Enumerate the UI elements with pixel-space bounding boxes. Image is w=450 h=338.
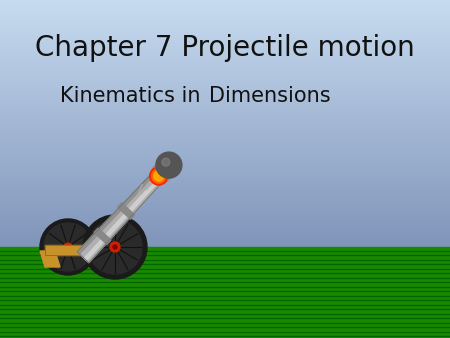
Polygon shape <box>77 169 159 254</box>
Polygon shape <box>40 251 60 267</box>
Circle shape <box>44 223 92 271</box>
Text: Chapter 7 Projectile motion: Chapter 7 Projectile motion <box>35 34 415 62</box>
Circle shape <box>162 158 170 166</box>
Circle shape <box>156 152 182 178</box>
Circle shape <box>83 215 147 279</box>
Circle shape <box>153 165 169 181</box>
Circle shape <box>152 169 166 183</box>
Text: Kinematics in: Kinematics in <box>60 86 200 106</box>
Circle shape <box>153 171 164 181</box>
Circle shape <box>88 220 142 274</box>
Polygon shape <box>94 228 111 244</box>
Circle shape <box>64 243 72 251</box>
Polygon shape <box>117 203 135 219</box>
Polygon shape <box>84 173 164 261</box>
Bar <box>45 245 140 255</box>
Circle shape <box>40 219 96 275</box>
Bar <box>45 245 140 255</box>
Polygon shape <box>77 169 166 263</box>
Circle shape <box>151 163 171 183</box>
Circle shape <box>150 167 168 185</box>
Circle shape <box>93 232 107 246</box>
Circle shape <box>113 245 117 249</box>
Text: Dimensions: Dimensions <box>209 86 331 106</box>
Circle shape <box>110 242 120 252</box>
Bar <box>0 247 450 338</box>
